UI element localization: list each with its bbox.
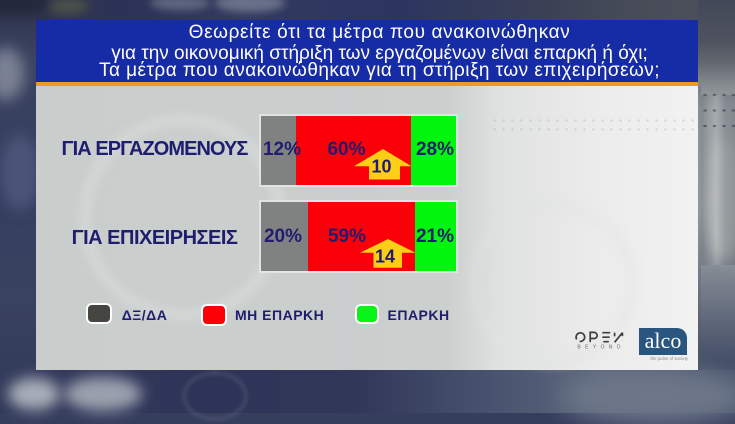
- svg-text:BEYOND: BEYOND: [577, 345, 625, 351]
